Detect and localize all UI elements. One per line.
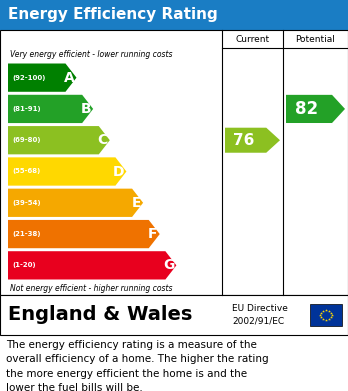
- Text: Energy Efficiency Rating: Energy Efficiency Rating: [8, 7, 218, 23]
- Text: (69-80): (69-80): [12, 137, 40, 143]
- Polygon shape: [286, 95, 345, 123]
- Text: E: E: [132, 196, 141, 210]
- Text: Current: Current: [236, 34, 270, 43]
- Polygon shape: [8, 220, 160, 248]
- Bar: [0, 295, 348, 335]
- Text: B: B: [80, 102, 91, 116]
- Text: Not energy efficient - higher running costs: Not energy efficient - higher running co…: [10, 284, 173, 293]
- Polygon shape: [8, 95, 93, 123]
- Polygon shape: [8, 188, 143, 217]
- Polygon shape: [225, 128, 280, 153]
- Text: England & Wales: England & Wales: [8, 305, 192, 325]
- Text: (39-54): (39-54): [12, 200, 41, 206]
- Text: (92-100): (92-100): [12, 75, 45, 81]
- Text: Very energy efficient - lower running costs: Very energy efficient - lower running co…: [10, 50, 173, 59]
- Text: The energy efficiency rating is a measure of the
overall efficiency of a home. T: The energy efficiency rating is a measur…: [6, 340, 269, 391]
- Text: (1-20): (1-20): [12, 262, 35, 268]
- Polygon shape: [8, 157, 126, 186]
- Polygon shape: [8, 126, 110, 154]
- Text: (55-68): (55-68): [12, 169, 40, 174]
- Polygon shape: [8, 63, 77, 92]
- Text: EU Directive
2002/91/EC: EU Directive 2002/91/EC: [232, 304, 288, 326]
- Text: A: A: [64, 71, 74, 84]
- Text: C: C: [97, 133, 108, 147]
- Text: G: G: [163, 258, 174, 273]
- Text: 76: 76: [233, 133, 254, 148]
- Text: 82: 82: [295, 100, 318, 118]
- Bar: [0, 30, 348, 295]
- Text: F: F: [148, 227, 158, 241]
- Text: Potential: Potential: [295, 34, 335, 43]
- Bar: [310, 304, 342, 326]
- Text: D: D: [113, 165, 125, 179]
- Text: (81-91): (81-91): [12, 106, 41, 112]
- Bar: [0, 0, 348, 30]
- Polygon shape: [8, 251, 176, 280]
- Text: (21-38): (21-38): [12, 231, 40, 237]
